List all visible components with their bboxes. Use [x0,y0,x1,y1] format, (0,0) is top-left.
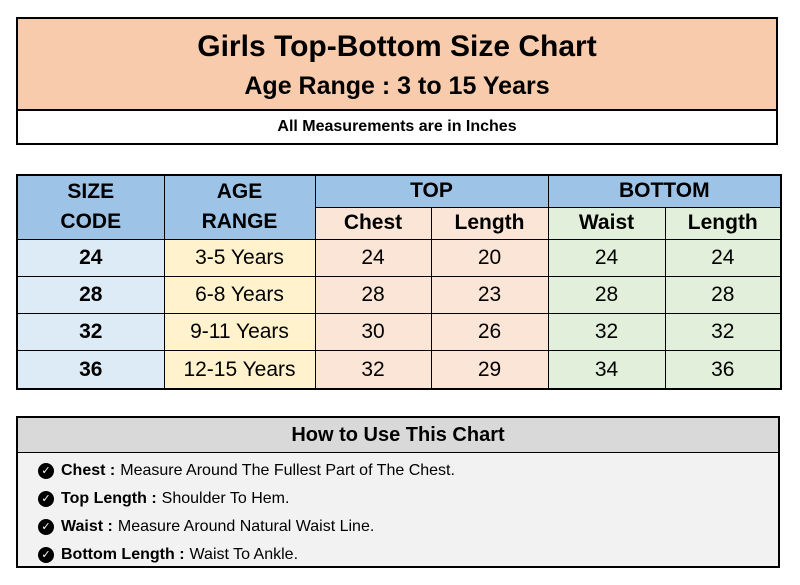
list-item: ✓ Chest : Measure Around The Fullest Par… [38,457,778,485]
table-row: 28 6-8 Years 28 23 28 28 [16,275,782,315]
list-item: ✓ Waist : Measure Around Natural Waist L… [38,513,778,541]
item-term: Top Length : [61,490,157,507]
waist-header: Waist [547,206,666,240]
age-cell: 3-5 Years [163,238,316,277]
page-title: Girls Top-Bottom Size Chart [197,30,597,63]
check-circle-icon: ✓ [38,547,54,563]
age-range-header-line1: AGE [216,180,263,204]
top-length-cell: 23 [430,275,549,315]
how-to-use-title: How to Use This Chart [18,418,778,453]
size-table: SIZE CODE AGE RANGE TOP BOTTOM Chest Len… [16,174,783,390]
size-cell: 24 [16,238,165,277]
how-to-use-list: ✓ Chest : Measure Around The Fullest Par… [18,453,778,569]
bottom-length-cell: 32 [664,313,782,352]
waist-cell: 32 [547,313,666,352]
chart-header: Girls Top-Bottom Size Chart Age Range : … [16,17,778,145]
age-range-header: AGE RANGE [163,174,316,240]
top-length-header: Length [430,206,549,240]
bottom-length-cell: 36 [664,350,782,390]
list-item: ✓ Top Length : Shoulder To Hem. [38,485,778,513]
age-cell: 12-15 Years [163,350,316,390]
item-term: Waist : [61,518,113,535]
size-cell: 28 [16,275,165,315]
header-banner: Girls Top-Bottom Size Chart Age Range : … [18,19,776,111]
bottom-length-cell: 24 [664,238,782,277]
page-subtitle: Age Range : 3 to 15 Years [244,72,550,100]
top-length-cell: 20 [430,238,549,277]
item-text: Shoulder To Hem. [161,490,290,507]
table-row: 24 3-5 Years 24 20 24 24 [16,238,782,277]
size-cell: 32 [16,313,165,352]
item-term: Chest : [61,462,116,479]
waist-cell: 34 [547,350,666,390]
item-text: Measure Around The Fullest Part of The C… [120,462,455,479]
table-row: 36 12-15 Years 32 29 34 36 [16,350,782,390]
top-length-cell: 26 [430,313,549,352]
top-header: TOP [314,174,549,208]
chest-cell: 32 [314,350,432,390]
bottom-length-header: Length [664,206,782,240]
waist-cell: 24 [547,238,666,277]
measurement-note: All Measurements are in Inches [18,111,776,143]
item-term: Bottom Length : [61,546,185,563]
waist-cell: 28 [547,275,666,315]
age-range-header-line2: RANGE [201,210,278,234]
bottom-length-cell: 28 [664,275,782,315]
check-circle-icon: ✓ [38,519,54,535]
age-cell: 9-11 Years [163,313,316,352]
chest-cell: 30 [314,313,432,352]
chest-cell: 24 [314,238,432,277]
age-cell: 6-8 Years [163,275,316,315]
how-to-use-box: How to Use This Chart ✓ Chest : Measure … [16,416,780,568]
size-code-header-line1: SIZE [67,180,115,204]
check-circle-icon: ✓ [38,463,54,479]
chest-cell: 28 [314,275,432,315]
check-circle-icon: ✓ [38,491,54,507]
list-item: ✓ Bottom Length : Waist To Ankle. [38,541,778,569]
item-text: Waist To Ankle. [189,546,299,563]
size-cell: 36 [16,350,165,390]
top-length-cell: 29 [430,350,549,390]
size-code-header-line2: CODE [60,210,122,234]
size-code-header: SIZE CODE [16,174,165,240]
chest-header: Chest [314,206,432,240]
bottom-header: BOTTOM [547,174,782,208]
item-text: Measure Around Natural Waist Line. [117,518,375,535]
table-row: 32 9-11 Years 30 26 32 32 [16,313,782,352]
